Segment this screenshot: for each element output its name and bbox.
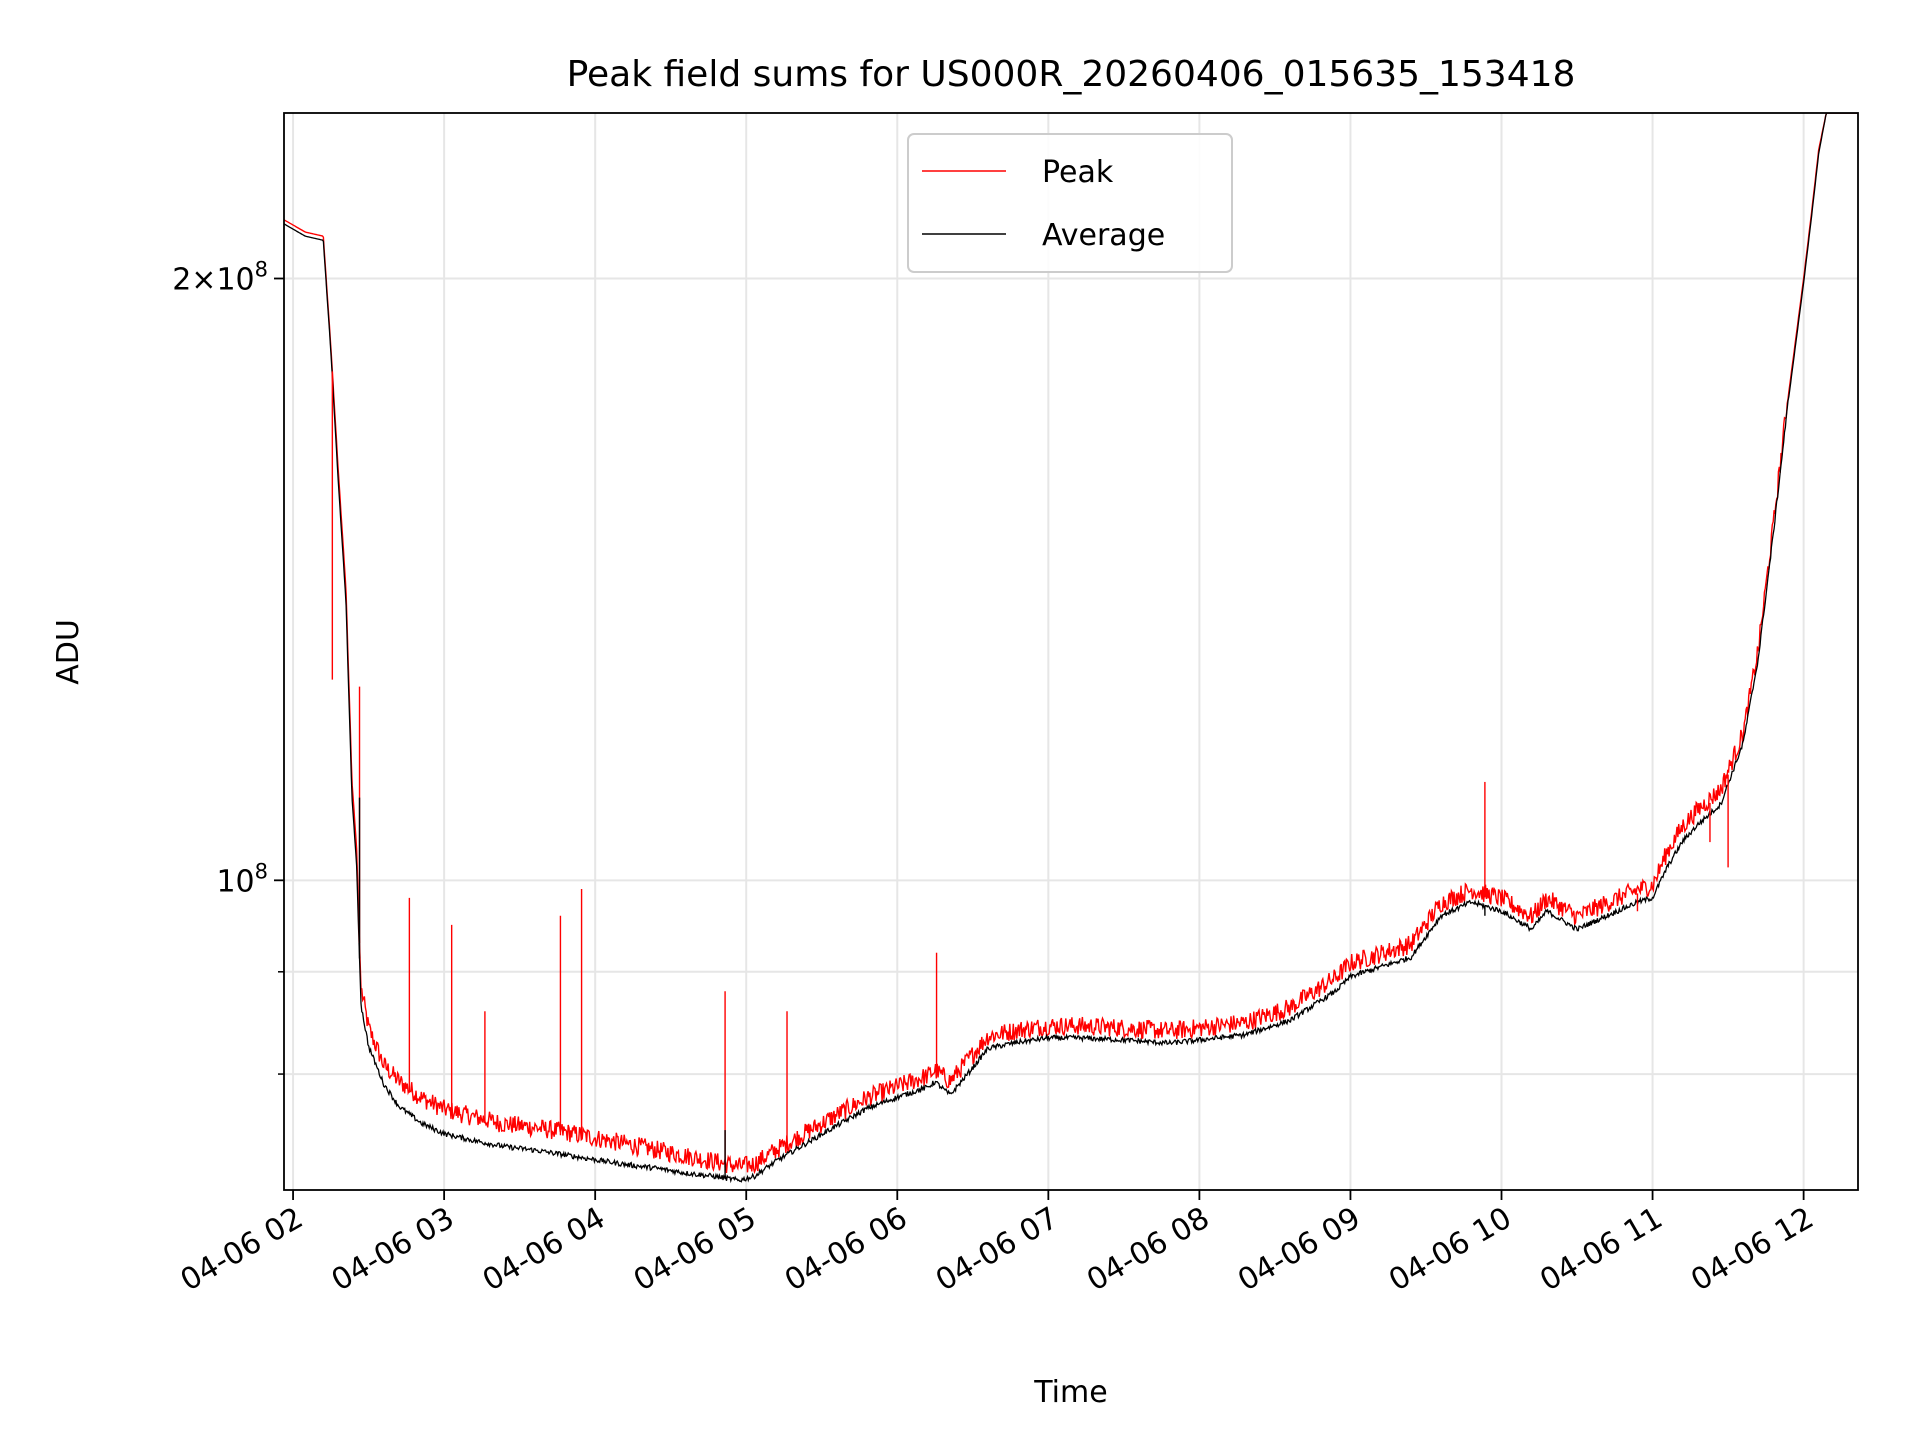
y-axis-ticks: 108 2×108	[172, 258, 284, 1075]
legend: Peak Average	[907, 133, 1233, 273]
grid	[284, 113, 1858, 1190]
series-line-peak	[284, 113, 1858, 1175]
legend-box	[907, 133, 1233, 273]
chart-title: Peak field sums for US000R_20260406_0156…	[567, 54, 1576, 95]
legend-label-peak: Peak	[1042, 155, 1114, 190]
y-tick-label: 108	[216, 859, 268, 899]
y-axis-label: ADU	[51, 619, 86, 685]
plot-frame	[283, 112, 1859, 1191]
x-axis-label: Time	[1033, 1375, 1107, 1410]
legend-label-average: Average	[1042, 218, 1165, 253]
series-layer	[284, 113, 1858, 1184]
y-tick-label: 2×108	[172, 258, 268, 298]
series-line-average	[284, 113, 1858, 1184]
